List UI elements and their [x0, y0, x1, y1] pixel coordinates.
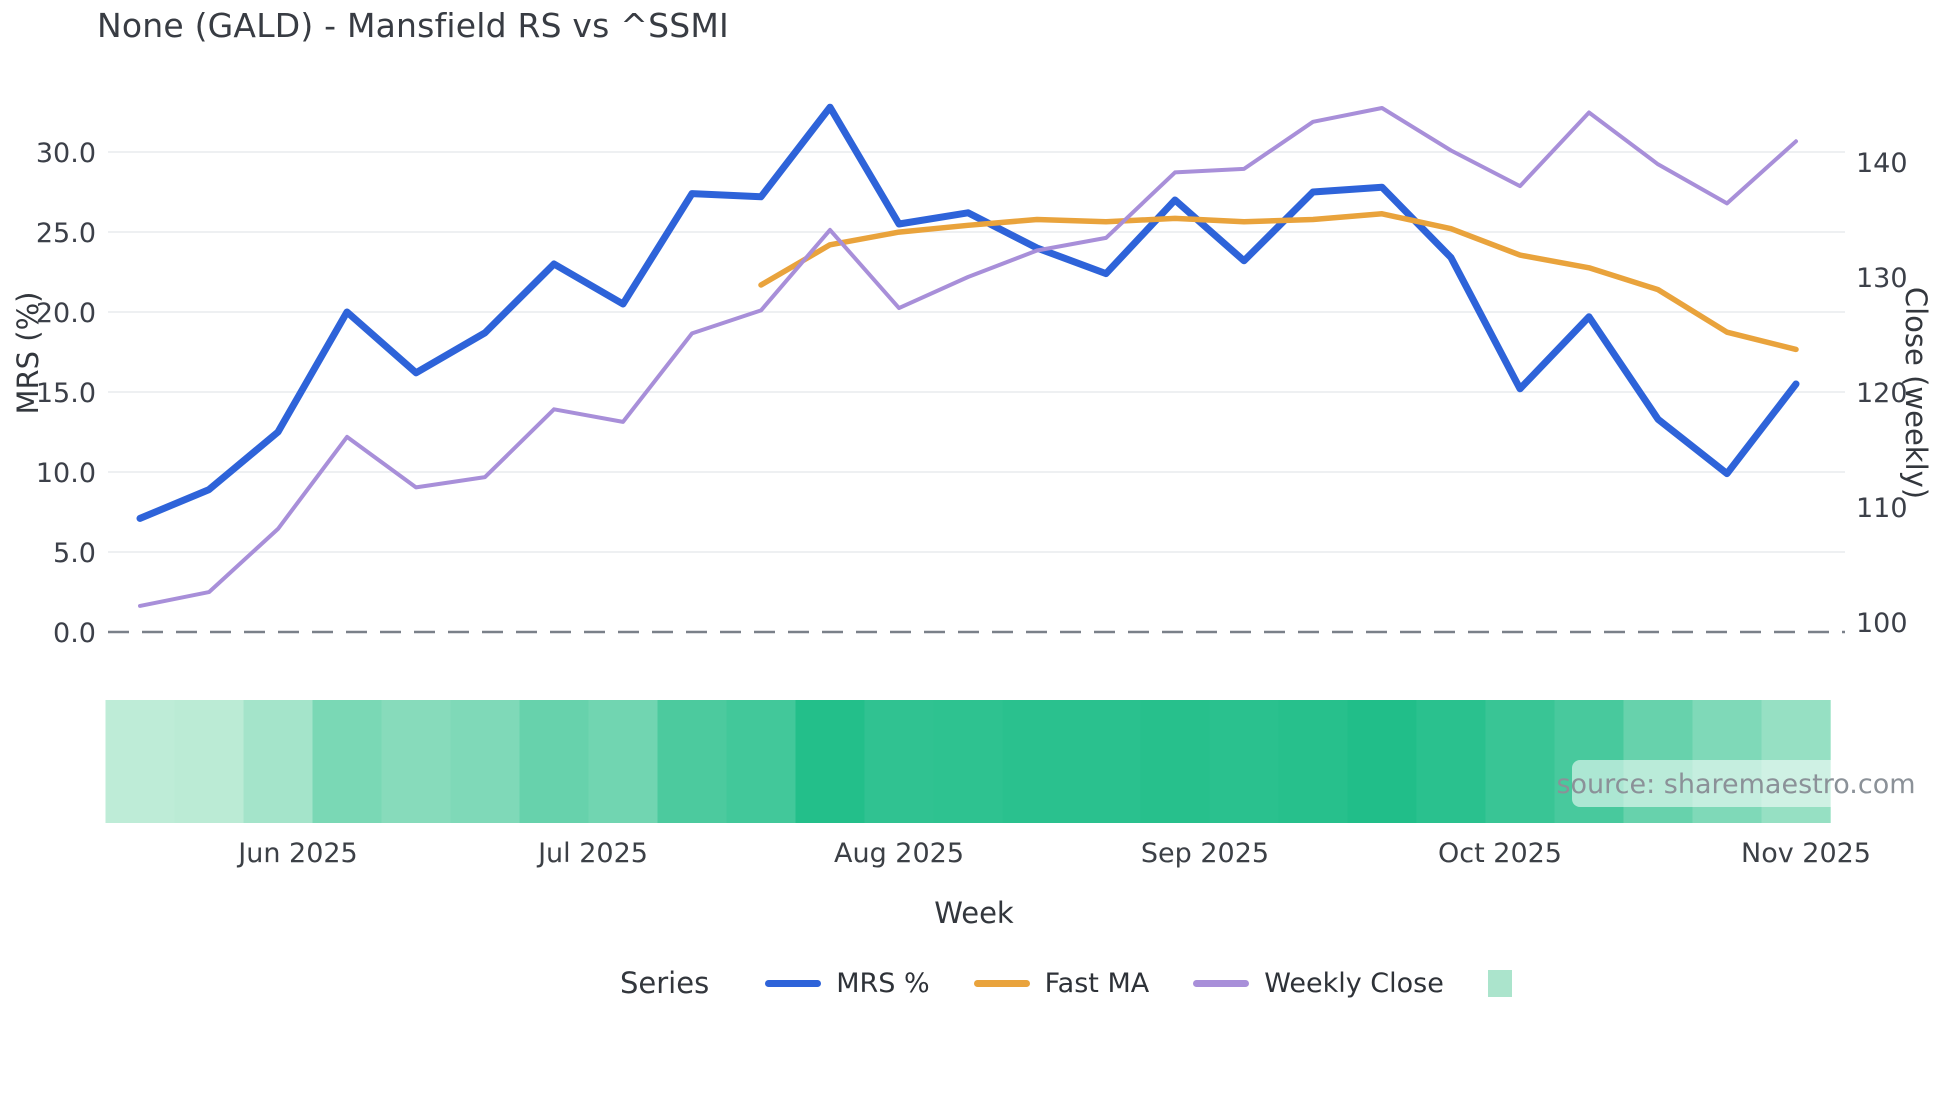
- x-tick-label: Oct 2025: [1438, 838, 1562, 869]
- band-cell: [105, 700, 175, 823]
- x-axis-title: Week: [934, 896, 1014, 930]
- source-text: source: sharemaestro.com: [1556, 769, 1915, 800]
- right-tick-label: 120: [1856, 378, 1908, 409]
- x-tick-label: Nov 2025: [1741, 838, 1871, 869]
- legend-item-label: Fast MA: [1044, 967, 1150, 999]
- x-tick-label: Sep 2025: [1141, 838, 1269, 869]
- legend-item: MRS %: [765, 967, 930, 999]
- legend-item: Fast MA: [973, 967, 1150, 999]
- legend: Series MRS % Fast MA Weekly Close: [620, 960, 1512, 1006]
- left-tick-label: 5.0: [53, 538, 96, 569]
- left-tick-label: 0.0: [53, 618, 96, 649]
- band-cell: [1485, 700, 1555, 823]
- band-cell: [1209, 700, 1279, 823]
- band-cell: [726, 700, 796, 823]
- right-tick-label: 140: [1856, 148, 1908, 179]
- right-tick-label: 110: [1856, 493, 1908, 524]
- legend-line-swatch: [765, 979, 822, 987]
- legend-item-label: MRS %: [836, 967, 930, 999]
- band-cell: [1140, 700, 1210, 823]
- band-cell: [1416, 700, 1486, 823]
- band-cell: [174, 700, 244, 823]
- band-cell: [657, 700, 727, 823]
- band-cell: [864, 700, 934, 823]
- series-fast-ma: [758, 211, 1799, 353]
- left-axis-title: MRS (%): [11, 291, 45, 415]
- band-cell: [1278, 700, 1348, 823]
- series-mrs--: [136, 103, 1800, 522]
- legend-item: Weekly Close: [1193, 968, 1444, 999]
- band-cell: [450, 700, 520, 823]
- legend-line-swatch: [973, 979, 1030, 987]
- x-tick-label: Aug 2025: [834, 838, 964, 869]
- band-cell: [588, 700, 658, 823]
- band-cell: [312, 700, 382, 823]
- left-tick-label: 15.0: [36, 378, 96, 409]
- band-cell: [1002, 700, 1072, 823]
- left-tick-label: 30.0: [36, 138, 96, 169]
- x-tick-label: Jul 2025: [536, 838, 648, 869]
- legend-title: Series: [620, 966, 710, 1000]
- band-cell: [933, 700, 1003, 823]
- legend-item-label: Weekly Close: [1264, 967, 1444, 999]
- band-cell: [795, 700, 865, 823]
- series-weekly-close: [138, 106, 1798, 608]
- band-cell: [243, 700, 313, 823]
- legend-band-swatch: [1487, 969, 1512, 997]
- left-tick-label: 20.0: [36, 298, 96, 329]
- band-cell: [519, 700, 589, 823]
- band-cell: [381, 700, 451, 823]
- x-tick-label: Jun 2025: [236, 838, 357, 869]
- source-box: [1572, 760, 1900, 807]
- left-tick-label: 25.0: [36, 218, 96, 249]
- chart-title: None (GALD) - Mansfield RS vs ^SSMI: [97, 6, 729, 45]
- right-tick-label: 130: [1856, 263, 1908, 294]
- legend-line-swatch: [1193, 979, 1250, 987]
- right-axis-title: Close (weekly): [1899, 286, 1933, 500]
- right-tick-label: 100: [1856, 608, 1908, 639]
- band-cell: [1347, 700, 1417, 823]
- left-tick-label: 10.0: [36, 458, 96, 489]
- band-cell: [1071, 700, 1141, 823]
